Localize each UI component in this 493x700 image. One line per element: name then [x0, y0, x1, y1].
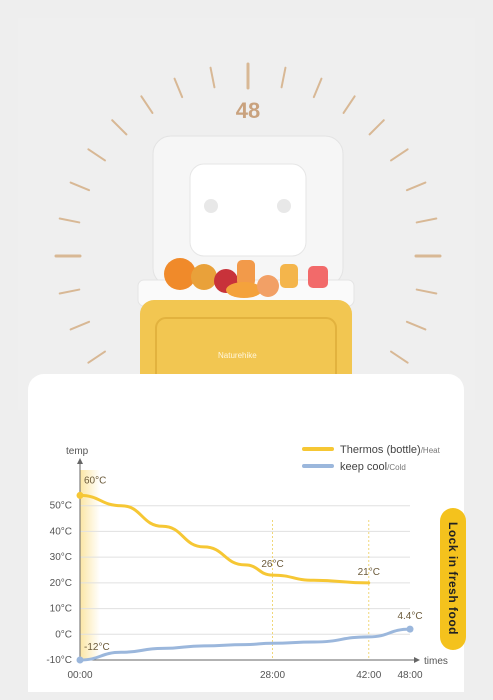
dial-tick [415, 288, 438, 295]
legend-sublabel: /Heat [421, 446, 441, 455]
y-axis-label: temp [66, 446, 89, 457]
dial-tick [390, 350, 409, 364]
data-label: 21°C [358, 567, 380, 578]
dial-tick [69, 181, 91, 192]
y-tick-label: 10°C [50, 604, 72, 615]
x-axis-arrow [414, 657, 420, 663]
legend-sublabel: /Cold [387, 463, 406, 472]
dial-tick [111, 119, 128, 136]
dial-tick [342, 95, 356, 114]
dial-tick [368, 119, 385, 136]
x-tick-label: 28:00 [260, 670, 285, 681]
y-axis-arrow [77, 458, 83, 464]
data-point [76, 491, 84, 499]
y-tick-label: 20°C [50, 578, 72, 589]
dial-tick [140, 95, 154, 114]
y-tick-label: 40°C [50, 526, 72, 537]
data-label: 26°C [261, 559, 283, 570]
data-label: -12°C [84, 642, 110, 653]
data-point [406, 625, 414, 633]
dial-tick [415, 217, 438, 224]
dial-tick [87, 148, 106, 162]
data-label: 60°C [84, 475, 106, 486]
data-point [76, 656, 84, 664]
x-tick-label: 42:00 [356, 670, 381, 681]
dial-tick [69, 320, 91, 331]
dial-tick [209, 66, 216, 89]
x-tick-label: 00:00 [67, 670, 92, 681]
series-line-1 [78, 627, 412, 662]
y-tick-label: 0°C [55, 629, 72, 640]
series-line-0 [78, 493, 371, 585]
y-tick-label: 30°C [50, 552, 72, 563]
y-tick-label: -10°C [46, 655, 72, 666]
dial-tick [405, 181, 427, 192]
dial-tick [87, 350, 106, 364]
x-tick-label: 48:00 [397, 670, 422, 681]
dial-tick [390, 148, 409, 162]
dial-tick [58, 217, 81, 224]
lock-fresh-badge: Lock in fresh food [440, 508, 466, 650]
legend-label: Thermos (bottle)/Heat [340, 444, 441, 456]
dial-tick [312, 77, 323, 99]
brand-logo: Naturehike [218, 351, 257, 360]
legend-label: keep cool/Cold [340, 461, 406, 473]
dial-tick [173, 77, 184, 99]
dial-tick [405, 320, 427, 331]
badge-text: Lock in fresh food [446, 522, 460, 636]
chart-card [28, 374, 464, 692]
y-tick-label: 50°C [50, 501, 72, 512]
dial-number: 48 [236, 98, 260, 123]
start-highlight [80, 470, 100, 660]
x-axis-label: times [424, 656, 448, 667]
dial-tick [280, 66, 287, 89]
data-label: 4.4°C [397, 611, 422, 622]
dial-tick [58, 288, 81, 295]
